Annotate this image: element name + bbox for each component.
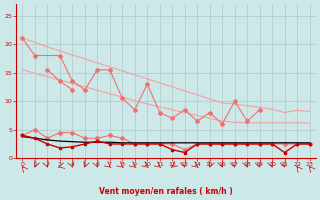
X-axis label: Vent moyen/en rafales ( km/h ): Vent moyen/en rafales ( km/h ) [99, 187, 233, 196]
